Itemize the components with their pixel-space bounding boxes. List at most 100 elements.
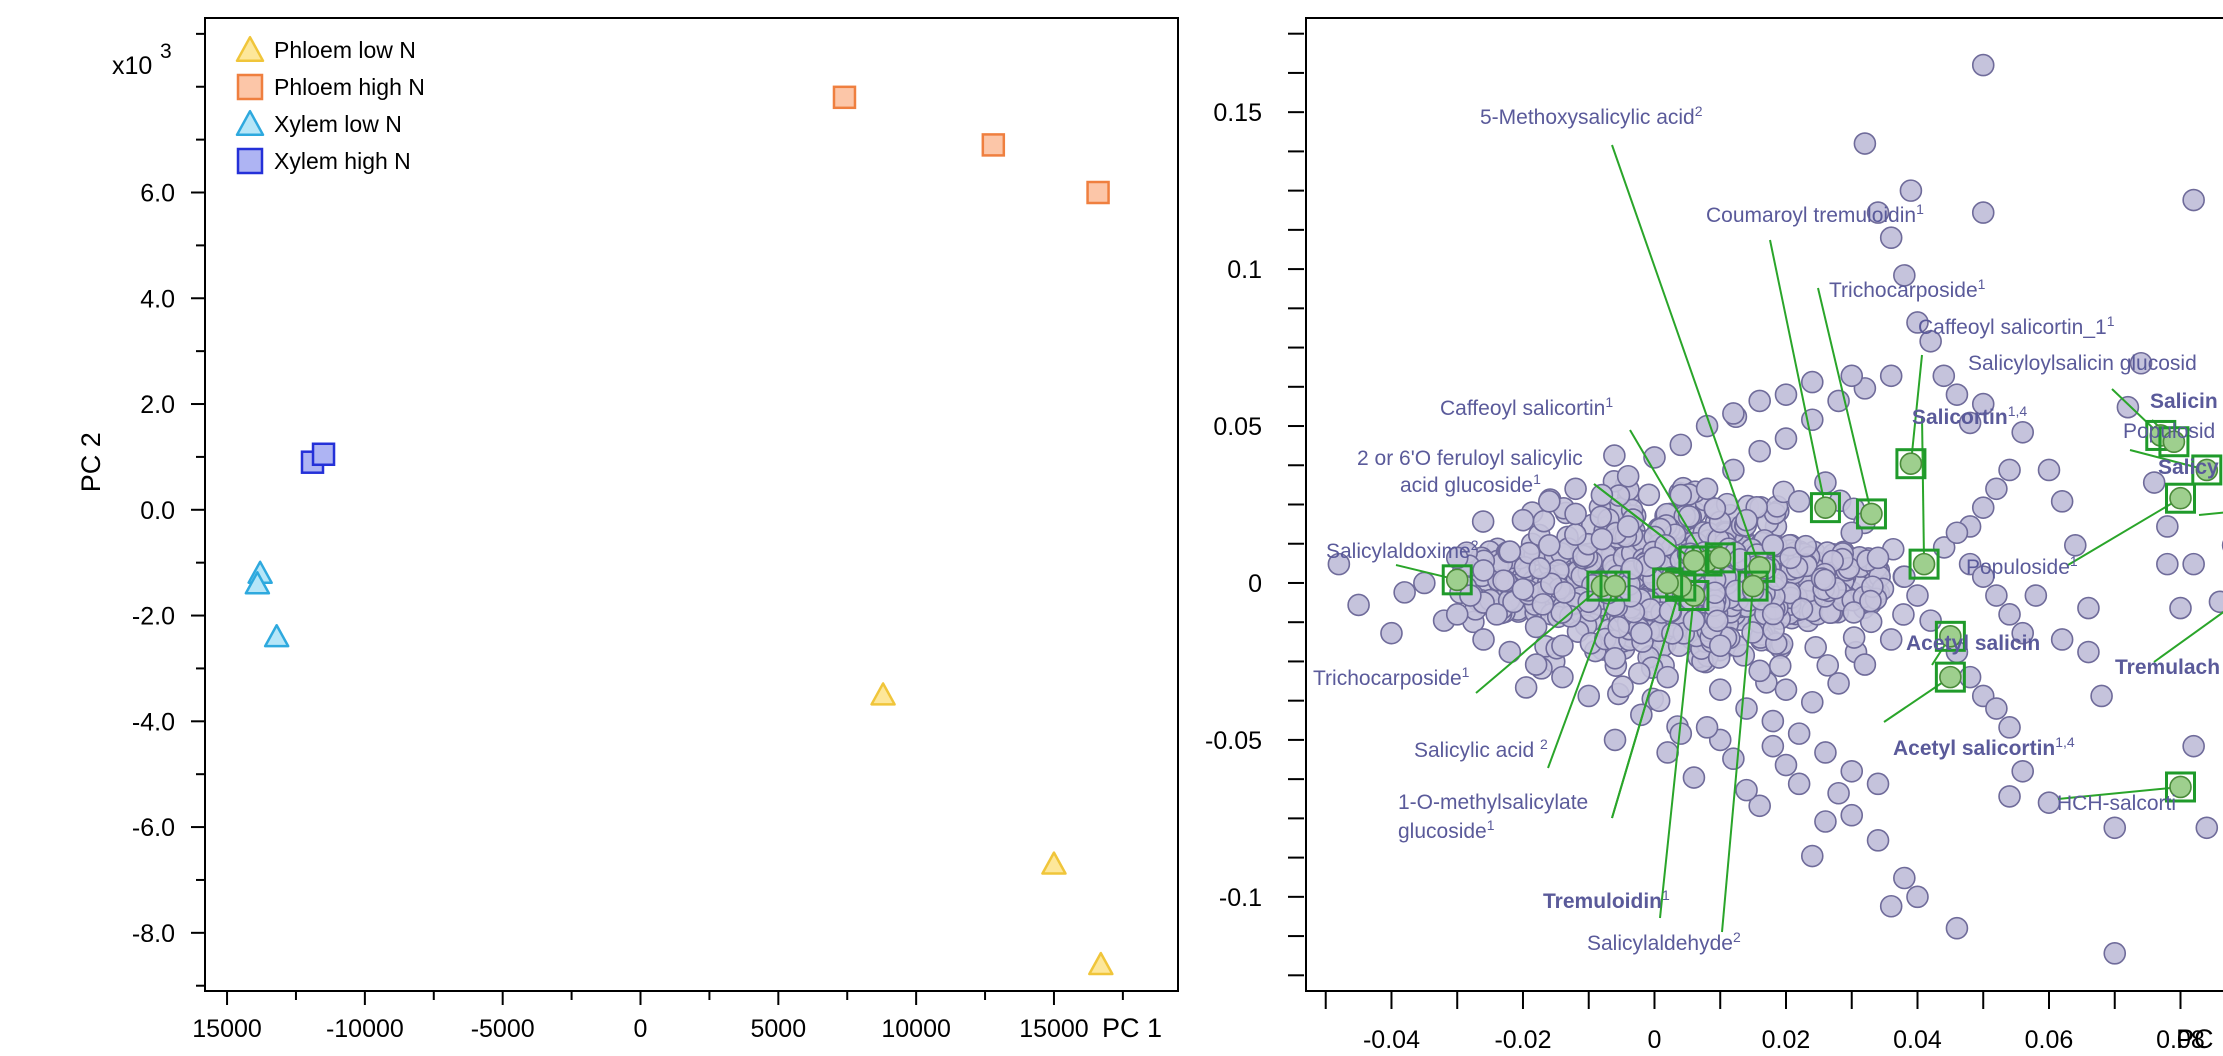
metabolite-label: Caffeoyl salicortin_11 bbox=[1918, 313, 2115, 339]
x-tick-label: -10000 bbox=[326, 1015, 404, 1043]
highlight-box bbox=[1441, 564, 1473, 596]
metabolite-label: Caffeoyl salicortin1 bbox=[1440, 394, 1613, 420]
loading-point bbox=[1827, 672, 1850, 695]
metabolite-label: 1-O-methylsalicylate bbox=[1398, 791, 1588, 814]
loading-point bbox=[2063, 534, 2087, 557]
x-tick-label: 0.04 bbox=[1893, 1026, 1942, 1054]
loading-point bbox=[1853, 132, 1877, 155]
loading-point bbox=[1853, 653, 1877, 676]
series-xylem-high-n bbox=[300, 442, 336, 474]
loading-point bbox=[1761, 602, 1785, 626]
highlighted-point bbox=[1741, 574, 1765, 598]
loading-point bbox=[2182, 734, 2205, 758]
loading-point bbox=[1551, 665, 1574, 689]
data-point bbox=[870, 682, 896, 706]
loading-point bbox=[1842, 626, 1866, 649]
loading-point bbox=[1919, 329, 1942, 353]
loading-point bbox=[1971, 565, 1995, 588]
loading-point bbox=[1879, 894, 1903, 918]
leader-line bbox=[1629, 429, 1708, 562]
loading-point bbox=[1620, 557, 1644, 580]
highlight-box bbox=[1934, 661, 1966, 693]
highlighted-point bbox=[1603, 574, 1627, 598]
loading-point bbox=[1735, 778, 1758, 802]
loading-point bbox=[1603, 646, 1627, 670]
loading-point bbox=[1553, 581, 1576, 604]
loading-point bbox=[1514, 676, 1538, 699]
highlight-box bbox=[2191, 454, 2223, 486]
loading-point bbox=[1893, 866, 1916, 890]
loading-point bbox=[2037, 791, 2061, 814]
data-point bbox=[981, 133, 1006, 157]
loading-point bbox=[1603, 444, 1626, 467]
metabolite-label: Salicylaldoxime2 bbox=[1326, 537, 1479, 563]
leader-line bbox=[1721, 586, 1755, 933]
metabolite-label: Salicortin1,4 bbox=[1912, 403, 2027, 429]
loading-point bbox=[1800, 370, 1824, 394]
loading-point bbox=[1472, 628, 1495, 651]
loading-point bbox=[1551, 634, 1574, 658]
loading-point bbox=[1814, 810, 1837, 833]
metabolite-label: Salicylaldehyde2 bbox=[1587, 929, 1741, 955]
leader-line bbox=[1593, 483, 1695, 562]
loading-point bbox=[1840, 364, 1864, 388]
x-tick-label: 0.02 bbox=[1762, 1026, 1811, 1054]
loading-point bbox=[1564, 523, 1587, 546]
loading-point bbox=[2077, 640, 2100, 664]
metabolite-label: Coumaroyl tremuloidin1 bbox=[1706, 201, 1924, 227]
x-axis-label: PC 1 bbox=[1102, 1013, 1162, 1043]
loading-point bbox=[1761, 734, 1785, 758]
highlight-box bbox=[1737, 570, 1769, 602]
leader-line bbox=[1611, 144, 1761, 568]
loading-point bbox=[1703, 497, 1727, 520]
loading-point bbox=[1787, 722, 1811, 745]
loading-point bbox=[1840, 521, 1864, 545]
series-phloem-low-n bbox=[870, 682, 1114, 976]
loading-point bbox=[2142, 471, 2166, 494]
loading-point bbox=[1498, 540, 1522, 563]
legend-marker bbox=[236, 147, 264, 175]
loading-point bbox=[1787, 772, 1811, 796]
x-tick-label: -0.04 bbox=[1363, 1026, 1420, 1054]
highlight-box bbox=[2164, 482, 2196, 514]
loading-point bbox=[1564, 502, 1587, 526]
loading-point bbox=[1603, 728, 1627, 752]
loading-point bbox=[1866, 201, 1890, 224]
loading-point bbox=[1958, 411, 1982, 435]
loading-point bbox=[1866, 546, 1890, 570]
loading-point bbox=[1787, 490, 1811, 513]
loading-point bbox=[1682, 609, 1706, 632]
loading-point bbox=[1748, 389, 1771, 413]
loading-point bbox=[1790, 597, 1814, 621]
loading-point bbox=[1998, 785, 2021, 808]
loading-point bbox=[1893, 264, 1916, 287]
loading-point bbox=[1445, 546, 1469, 570]
loading-point bbox=[1840, 803, 1864, 827]
loading-point bbox=[1804, 636, 1827, 659]
leader-line bbox=[1921, 415, 1926, 565]
series-xylem-low-n bbox=[244, 560, 290, 648]
loading-point bbox=[1485, 603, 1508, 626]
loading-point bbox=[1413, 571, 1436, 595]
highlighted-point bbox=[1682, 549, 1706, 573]
loading-point bbox=[1998, 603, 2021, 626]
loading-point bbox=[1498, 640, 1522, 664]
loading-point bbox=[1866, 772, 1890, 796]
loading-point bbox=[1800, 844, 1824, 868]
loading-point bbox=[1393, 581, 1416, 604]
loading-point bbox=[1616, 515, 1640, 538]
loading-point bbox=[1511, 577, 1535, 601]
highlight-box bbox=[1599, 570, 1631, 602]
loading-point bbox=[1932, 364, 1956, 388]
data-point bbox=[311, 442, 336, 467]
highlighted-point bbox=[1860, 502, 1883, 526]
loading-point bbox=[1706, 609, 1729, 633]
highlighted-point bbox=[1445, 568, 1469, 592]
loading-point bbox=[1511, 508, 1535, 532]
left-plot-frame bbox=[204, 17, 1179, 992]
highlight-box bbox=[2158, 426, 2190, 458]
loading-point bbox=[1985, 477, 2008, 501]
loading-point bbox=[1748, 659, 1771, 683]
y-tick-label: 0 bbox=[1248, 570, 1262, 598]
